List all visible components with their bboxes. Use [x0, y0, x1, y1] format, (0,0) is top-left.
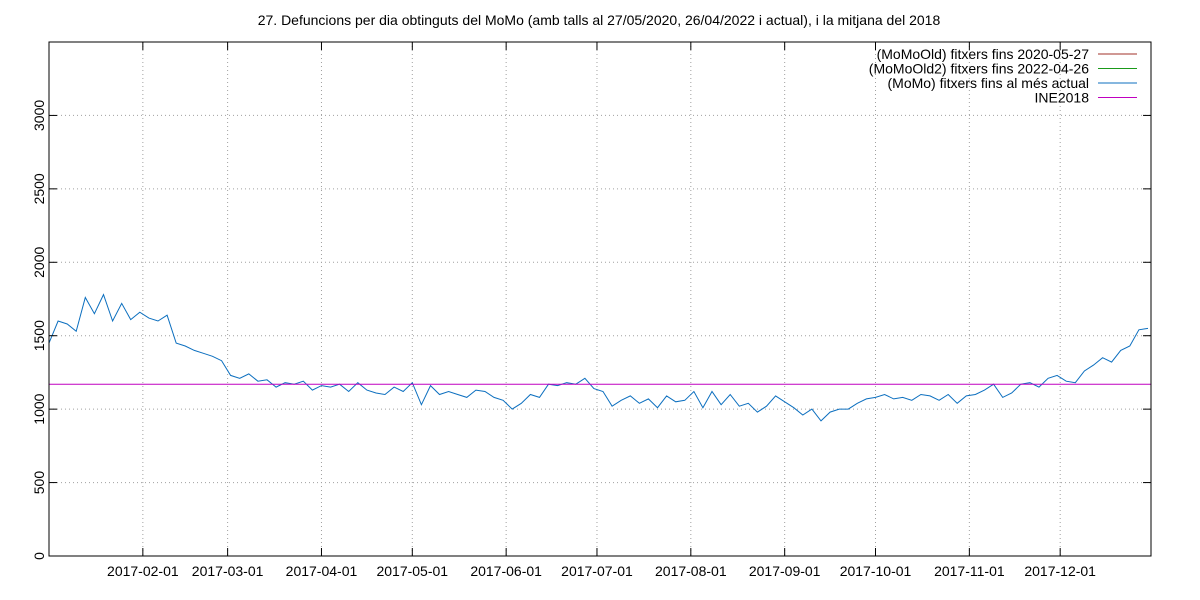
plot-frame [48, 41, 1152, 557]
plot-area [48, 293, 1151, 422]
x-tick-label: 2017-08-01 [655, 563, 727, 579]
legend-label: (MoMo) fitxers fins al més actual [888, 75, 1090, 91]
legend-label: (MoMoOld2) fitxers fins 2022-04-26 [869, 61, 1089, 77]
x-tick-label: 2017-05-01 [376, 563, 448, 579]
x-tick-label: 2017-12-01 [1024, 563, 1096, 579]
axis-ticks: 0 500 1000 1500 2000 2500 3000 2017-02-01 2017-0… [31, 42, 1151, 579]
y-tick-label: 1500 [31, 320, 47, 351]
y-tick-label: 500 [31, 471, 47, 495]
grid [49, 42, 1151, 557]
chart-title: 27. Defuncions per dia obtinguts del MoM… [258, 12, 941, 28]
x-tick-label: 2017-02-01 [107, 563, 179, 579]
x-tick-label: 2017-11-01 [934, 563, 1005, 579]
x-tick-label: 2017-04-01 [286, 563, 358, 579]
x-tick-label: 2017-10-01 [840, 563, 912, 579]
legend-label: INE2018 [1035, 90, 1090, 106]
x-tick-label: 2017-03-01 [192, 563, 264, 579]
y-tick-label: 0 [31, 552, 47, 560]
x-tick-label: 2017-06-01 [470, 563, 542, 579]
y-tick-label: 2000 [31, 247, 47, 278]
legend: (MoMoOld) fitxers fins 2020-05-27(MoMoOl… [869, 46, 1137, 106]
y-tick-label: 2500 [31, 173, 47, 204]
x-tick-label: 2017-09-01 [749, 563, 821, 579]
x-tick-label: 2017-07-01 [561, 563, 633, 579]
legend-label: (MoMoOld) fitxers fins 2020-05-27 [877, 46, 1090, 62]
y-tick-label: 1000 [31, 393, 47, 424]
series-line-2 [48, 293, 1149, 422]
y-tick-label: 3000 [31, 100, 47, 131]
